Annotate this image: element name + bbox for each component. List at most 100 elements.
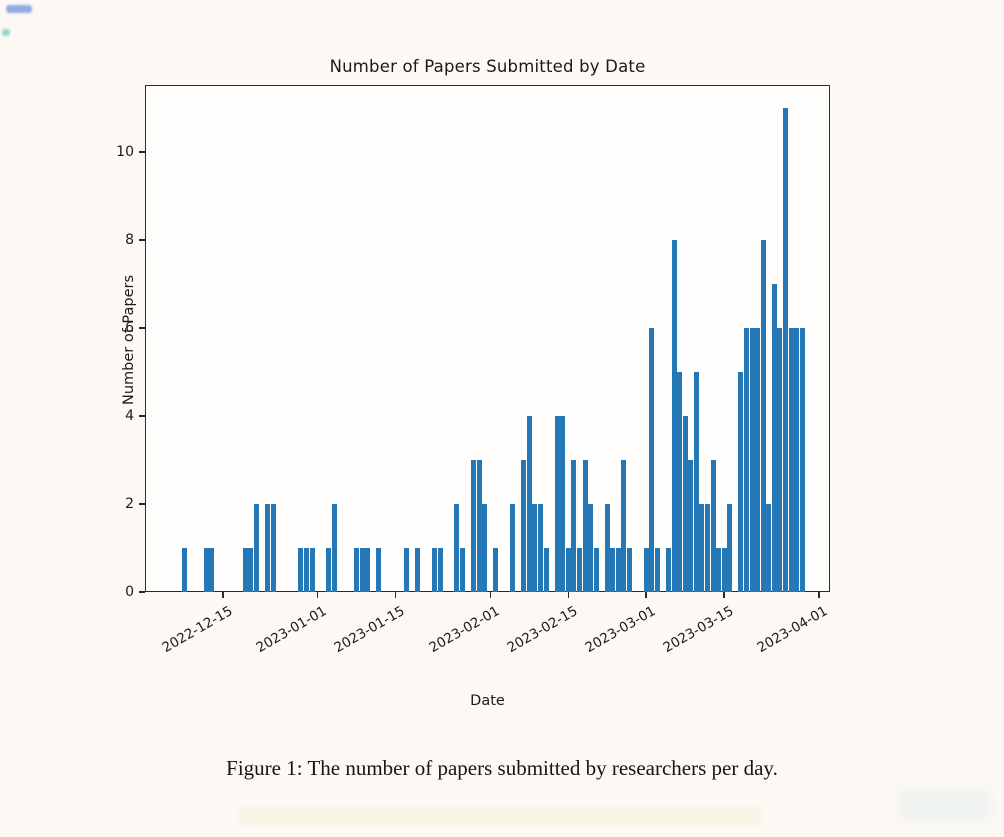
bar xyxy=(627,548,632,592)
bar xyxy=(298,548,304,592)
bar xyxy=(744,328,749,592)
bar xyxy=(610,548,616,592)
bar xyxy=(248,548,254,592)
bar xyxy=(454,504,460,592)
bar xyxy=(265,504,270,592)
x-tick-mark xyxy=(394,592,397,598)
bar xyxy=(554,416,560,592)
bar xyxy=(771,284,777,592)
bar xyxy=(654,548,660,592)
bar xyxy=(749,328,755,592)
x-tick-label: 2023-04-01 xyxy=(754,603,831,657)
y-tick-mark xyxy=(139,415,145,417)
x-tick-mark xyxy=(645,592,647,598)
y-tick-mark xyxy=(139,591,145,593)
bar xyxy=(331,504,337,592)
bar xyxy=(526,416,532,592)
bar xyxy=(738,372,744,592)
bar xyxy=(782,108,788,592)
scan-artifact xyxy=(6,5,32,13)
bar xyxy=(666,548,671,592)
plot-area xyxy=(145,85,830,592)
bar xyxy=(404,548,410,592)
scan-artifact xyxy=(900,790,990,820)
bar xyxy=(677,372,683,592)
x-tick-label: 2022-12-15 xyxy=(159,603,235,657)
bar xyxy=(760,240,766,592)
bar xyxy=(476,460,482,592)
bar xyxy=(270,504,276,592)
bar xyxy=(521,460,527,592)
bar xyxy=(716,548,722,592)
x-tick-label: 2023-01-01 xyxy=(253,603,330,657)
bar xyxy=(459,548,465,592)
scan-artifact xyxy=(240,808,760,824)
y-tick-label: 4 xyxy=(125,408,134,424)
bar xyxy=(755,328,761,592)
bar xyxy=(693,372,699,592)
bar xyxy=(576,548,582,592)
bar xyxy=(699,504,705,592)
bar xyxy=(777,328,783,592)
bar xyxy=(304,548,309,592)
scan-artifact xyxy=(2,29,10,36)
x-tick-mark xyxy=(567,592,570,598)
y-tick-label: 8 xyxy=(125,232,134,248)
x-tick-label: 2023-01-15 xyxy=(331,603,408,657)
bar xyxy=(565,548,571,592)
bar xyxy=(794,328,800,592)
bar xyxy=(365,548,371,592)
bar xyxy=(727,504,733,592)
bar xyxy=(309,548,315,592)
y-tick-label: 0 xyxy=(125,584,134,600)
x-tick-label: 2023-02-15 xyxy=(504,603,581,657)
x-tick-mark xyxy=(222,592,224,598)
bar xyxy=(571,460,577,592)
bar xyxy=(537,504,543,592)
bar xyxy=(432,548,438,592)
bar xyxy=(203,548,209,592)
bar xyxy=(705,504,710,592)
bar xyxy=(209,548,215,592)
x-tick-mark xyxy=(723,592,725,598)
bar xyxy=(181,548,187,592)
bar xyxy=(354,548,360,592)
y-tick-mark xyxy=(139,151,145,153)
x-tick-mark xyxy=(316,592,319,598)
y-tick-mark xyxy=(139,239,145,241)
bar xyxy=(253,504,259,592)
bar xyxy=(788,328,794,592)
y-tick-mark xyxy=(139,327,145,329)
bar xyxy=(493,548,499,592)
bar xyxy=(799,328,805,592)
bar xyxy=(326,548,332,592)
bar xyxy=(649,328,655,592)
bar xyxy=(688,460,694,592)
x-axis-label: Date xyxy=(470,693,505,709)
bar xyxy=(604,504,610,592)
x-tick-label: 2023-03-01 xyxy=(582,603,659,657)
bar xyxy=(242,548,248,592)
x-tick-mark xyxy=(489,592,492,598)
y-tick-label: 10 xyxy=(116,144,134,160)
bar xyxy=(376,548,382,592)
x-tick-mark xyxy=(818,592,820,598)
bar xyxy=(482,504,488,592)
bar xyxy=(359,548,365,592)
y-tick-mark xyxy=(139,503,145,505)
bar xyxy=(437,548,443,592)
y-tick-label: 2 xyxy=(125,496,134,512)
bar xyxy=(721,548,727,592)
bar xyxy=(560,416,566,592)
bar xyxy=(710,460,716,592)
bar xyxy=(682,416,688,592)
bar xyxy=(532,504,538,592)
bar xyxy=(510,504,516,592)
bar xyxy=(588,504,593,592)
chart-title: Number of Papers Submitted by Date xyxy=(329,57,646,76)
bar xyxy=(615,548,621,592)
x-tick-label: 2023-03-15 xyxy=(660,603,737,657)
bar xyxy=(621,460,627,592)
bar xyxy=(471,460,477,592)
